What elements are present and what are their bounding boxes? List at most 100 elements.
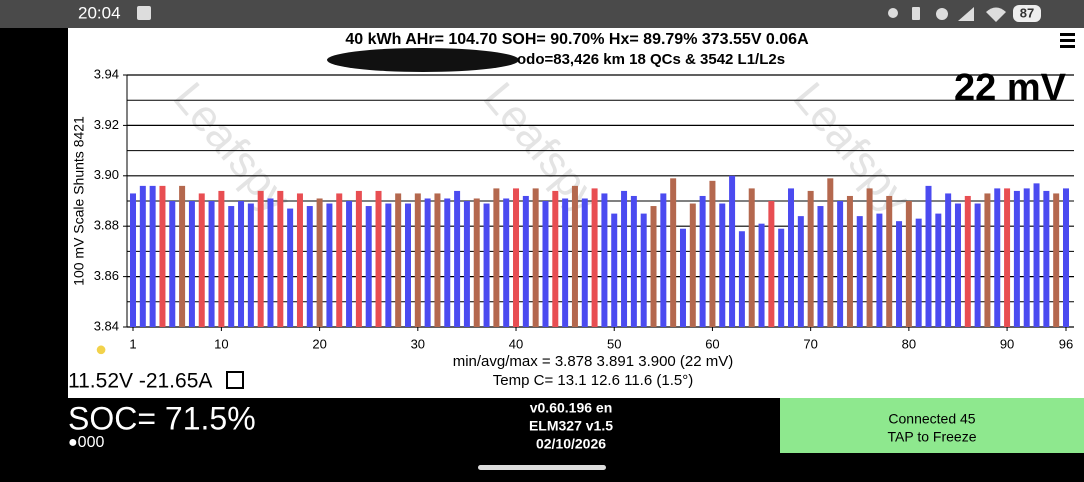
bar: [542, 201, 549, 327]
home-indicator[interactable]: [478, 465, 606, 470]
bar: [414, 193, 421, 327]
bar: [945, 193, 952, 327]
bar: [797, 216, 804, 327]
bar: [463, 201, 470, 327]
bar: [552, 190, 559, 327]
bar: [179, 185, 186, 327]
bar: [876, 213, 883, 327]
bar: [1013, 190, 1020, 327]
bar: [670, 178, 677, 327]
bar: [768, 201, 775, 327]
bar: [846, 195, 853, 327]
version: v0.60.196 en: [530, 400, 613, 416]
adapter: ELM327 v1.5: [529, 418, 613, 434]
bar: [719, 203, 726, 327]
spread-mv: 22 mV: [954, 67, 1067, 109]
y-tick-label: 3.84: [94, 318, 119, 333]
soc: SOC= 71.5%: [68, 400, 256, 436]
x-tick-label: 60: [705, 336, 719, 351]
bar: [139, 185, 146, 327]
bar: [149, 185, 156, 327]
y-axis-label: 100 mV Scale Shunts 8421: [71, 116, 87, 286]
tap-freeze[interactable]: TAP to Freeze: [888, 429, 977, 445]
status-bar: [0, 0, 1084, 28]
bar: [935, 213, 942, 327]
bar: [277, 190, 284, 327]
bar: [562, 198, 569, 327]
bar: [513, 188, 520, 327]
soc-dots: ●000: [68, 434, 104, 451]
stats-minmax: min/avg/max = 3.878 3.891 3.900 (22 mV): [453, 353, 734, 370]
bar: [650, 206, 657, 327]
bar: [984, 193, 991, 327]
bar: [306, 206, 313, 327]
bar: [601, 193, 608, 327]
bar: [896, 221, 903, 327]
bar: [974, 203, 981, 327]
bar: [748, 188, 755, 327]
bar: [581, 198, 588, 327]
x-tick-label: 40: [509, 336, 523, 351]
bar: [454, 190, 461, 327]
x-tick-label: 96: [1059, 336, 1073, 351]
x-tick-label: 90: [1000, 336, 1014, 351]
menu-icon[interactable]: [1060, 33, 1075, 48]
bar: [591, 188, 598, 327]
bar: [729, 175, 736, 327]
bar: [1043, 190, 1050, 327]
bar: [493, 188, 500, 327]
bar: [522, 195, 529, 327]
bar: [994, 188, 1001, 327]
bar: [228, 206, 235, 327]
bar: [788, 188, 795, 327]
bar: [434, 193, 441, 327]
bar: [886, 195, 893, 327]
stats-temp: Temp C= 13.1 12.6 11.6 (1.5°): [493, 372, 693, 389]
connected[interactable]: Connected 45: [888, 411, 975, 427]
bar: [758, 223, 765, 327]
y-tick-label: 3.90: [94, 167, 119, 182]
bar: [346, 201, 353, 327]
bar: [866, 188, 873, 327]
status-icons: [888, 7, 1006, 22]
x-tick-label: 70: [803, 336, 817, 351]
bar: [355, 190, 362, 327]
bulb-icon[interactable]: ●: [95, 338, 107, 360]
bar: [807, 190, 814, 327]
bar: [503, 198, 510, 327]
bar: [296, 193, 303, 327]
bar: [473, 198, 480, 327]
bar: [532, 188, 539, 327]
bar: [424, 198, 431, 327]
bar: [159, 185, 166, 327]
bar: [827, 178, 834, 327]
clock: 20:04: [78, 3, 121, 22]
bar: [778, 228, 785, 327]
freeze-button[interactable]: [780, 398, 1084, 453]
bar: [208, 201, 215, 327]
bar: [699, 195, 706, 327]
calendar-icon[interactable]: [226, 371, 244, 389]
bar: [1023, 188, 1030, 327]
bar: [640, 213, 647, 327]
y-tick-label: 3.92: [94, 117, 119, 132]
x-tick-label: 1: [129, 336, 136, 351]
y-tick-label: 3.94: [94, 66, 119, 81]
bar: [571, 185, 578, 327]
bar: [385, 203, 392, 327]
x-tick-label: 30: [411, 336, 425, 351]
bar: [1063, 188, 1069, 327]
x-tick-label: 20: [312, 336, 326, 351]
bar: [287, 208, 294, 327]
bar: [630, 195, 637, 327]
bar: [218, 190, 225, 327]
bar: [817, 206, 824, 327]
x-tick-label: 50: [607, 336, 621, 351]
bar: [267, 198, 274, 327]
bar: [336, 193, 343, 327]
bar: [709, 180, 716, 327]
bar: [1053, 193, 1060, 327]
bar: [188, 201, 195, 327]
bar: [964, 195, 971, 327]
